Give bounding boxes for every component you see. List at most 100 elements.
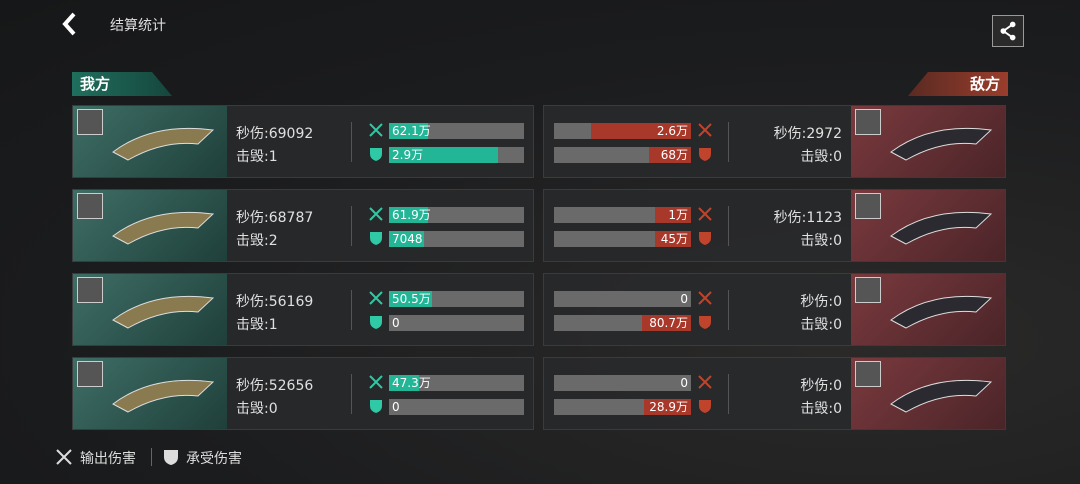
ally-dealt-bar: 62.1万: [389, 123, 524, 139]
ally-taken-value: 7048: [392, 232, 423, 246]
taken-icon: [369, 147, 383, 166]
divider: [728, 122, 729, 162]
enemy-kills: 击毁:0: [800, 233, 842, 249]
ally-panel: 秒伤:69092 击毁:1 62.1万 2.9万: [72, 105, 534, 178]
enemy-taken-bar: 45万: [554, 231, 691, 247]
bar-fill: [389, 291, 433, 307]
ally-ship-card: [73, 190, 227, 261]
ally-tag: 我方: [72, 72, 172, 96]
dealt-icon: [369, 375, 383, 393]
taken-icon: [698, 147, 712, 166]
enemy-taken-value: 45万: [660, 232, 688, 246]
enemy-dealt-value: 0: [680, 376, 688, 390]
ally-dealt-bar: 47.3万: [389, 375, 524, 391]
ally-taken-bar: 0: [389, 399, 524, 415]
ally-panel: 秒伤:52656 击毁:0 47.3万 0: [72, 357, 534, 430]
ally-panel: 秒伤:56169 击毁:1 50.5万 0: [72, 273, 534, 346]
enemy-dps: 秒伤:0: [800, 378, 842, 394]
enemy-taken-bar: 28.9万: [554, 399, 691, 415]
legend-divider: [151, 448, 152, 466]
ally-taken-value: 0: [392, 316, 400, 330]
enemy-taken-value: 80.7万: [649, 316, 688, 330]
dealt-icon: [369, 291, 383, 309]
legend-taken: 承受伤害: [186, 451, 242, 467]
enemy-kills: 击毁:0: [800, 317, 842, 333]
bar-fill: [655, 207, 691, 223]
ally-taken-bar: 7048: [389, 231, 524, 247]
enemy-dealt-value: 0: [680, 292, 688, 306]
dealt-icon: [698, 375, 712, 393]
ally-dps: 秒伤:56169: [236, 294, 314, 310]
ally-dps: 秒伤:52656: [236, 378, 314, 394]
enemy-ship-card: [851, 106, 1005, 177]
taken-icon: [698, 231, 712, 250]
ally-dealt-value: 61.9万: [392, 208, 431, 222]
bar-fill: [644, 399, 691, 415]
enemy-panel: 0 28.9万 秒伤:0 击毁:0: [543, 357, 1006, 430]
enemy-kills: 击毁:0: [800, 401, 842, 417]
taken-icon: [698, 399, 712, 418]
ally-kills: 击毁:1: [236, 317, 278, 333]
enemy-panel: 1万 45万 秒伤:1123 击毁:0: [543, 189, 1006, 262]
ally-dealt-bar: 50.5万: [389, 291, 524, 307]
taken-icon: [369, 315, 383, 334]
ally-dealt-bar: 61.9万: [389, 207, 524, 223]
ally-kills: 击毁:0: [236, 401, 278, 417]
bar-fill: [655, 231, 691, 247]
ally-panel: 秒伤:68787 击毁:2 61.9万 7048: [72, 189, 534, 262]
enemy-dealt-value: 2.6万: [656, 124, 688, 138]
ally-taken-bar: 2.9万: [389, 147, 524, 163]
dealt-icon: [369, 123, 383, 141]
back-button[interactable]: [60, 12, 80, 36]
ally-dealt-value: 47.3万: [392, 376, 431, 390]
enemy-dealt-bar: 0: [554, 291, 691, 307]
enemy-panel: 2.6万 68万 秒伤:2972 击毁:0: [543, 105, 1006, 178]
share-button[interactable]: [992, 15, 1024, 47]
bar-fill: [591, 123, 691, 139]
divider: [351, 122, 352, 162]
ally-dealt-value: 62.1万: [392, 124, 431, 138]
taken-icon: [164, 450, 178, 465]
enemy-kills: 击毁:0: [800, 149, 842, 165]
legend-dealt: 输出伤害: [80, 451, 136, 467]
divider: [351, 290, 352, 330]
bar-fill: [648, 147, 691, 163]
ally-dps: 秒伤:69092: [236, 126, 314, 142]
bar-fill: [389, 231, 425, 247]
ally-taken-value: 0: [392, 400, 400, 414]
dealt-icon: [56, 449, 72, 465]
taken-icon: [369, 231, 383, 250]
enemy-ship-card: [851, 274, 1005, 345]
bar-fill: [389, 207, 429, 223]
enemy-dealt-bar: 1万: [554, 207, 691, 223]
ally-ship-card: [73, 106, 227, 177]
enemy-panel: 0 80.7万 秒伤:0 击毁:0: [543, 273, 1006, 346]
divider: [728, 374, 729, 414]
dealt-icon: [369, 207, 383, 225]
enemy-ship-card: [851, 190, 1005, 261]
taken-icon: [369, 399, 383, 418]
enemy-dps: 秒伤:0: [800, 294, 842, 310]
ally-ship-card: [73, 358, 227, 429]
enemy-dealt-value: 1万: [668, 208, 688, 222]
ally-taken-value: 2.9万: [392, 148, 424, 162]
page-title: 结算统计: [110, 18, 166, 34]
divider: [728, 290, 729, 330]
enemy-tag: 敌方: [908, 72, 1008, 96]
divider: [351, 374, 352, 414]
ally-dps: 秒伤:68787: [236, 210, 314, 226]
dealt-icon: [698, 291, 712, 309]
divider: [728, 206, 729, 246]
enemy-ship-card: [851, 358, 1005, 429]
bar-fill: [389, 147, 499, 163]
ally-ship-card: [73, 274, 227, 345]
dealt-icon: [698, 123, 712, 141]
divider: [351, 206, 352, 246]
taken-icon: [698, 315, 712, 334]
enemy-taken-bar: 68万: [554, 147, 691, 163]
bar-fill: [389, 123, 429, 139]
ally-taken-bar: 0: [389, 315, 524, 331]
ally-kills: 击毁:2: [236, 233, 278, 249]
bar-fill: [641, 315, 691, 331]
